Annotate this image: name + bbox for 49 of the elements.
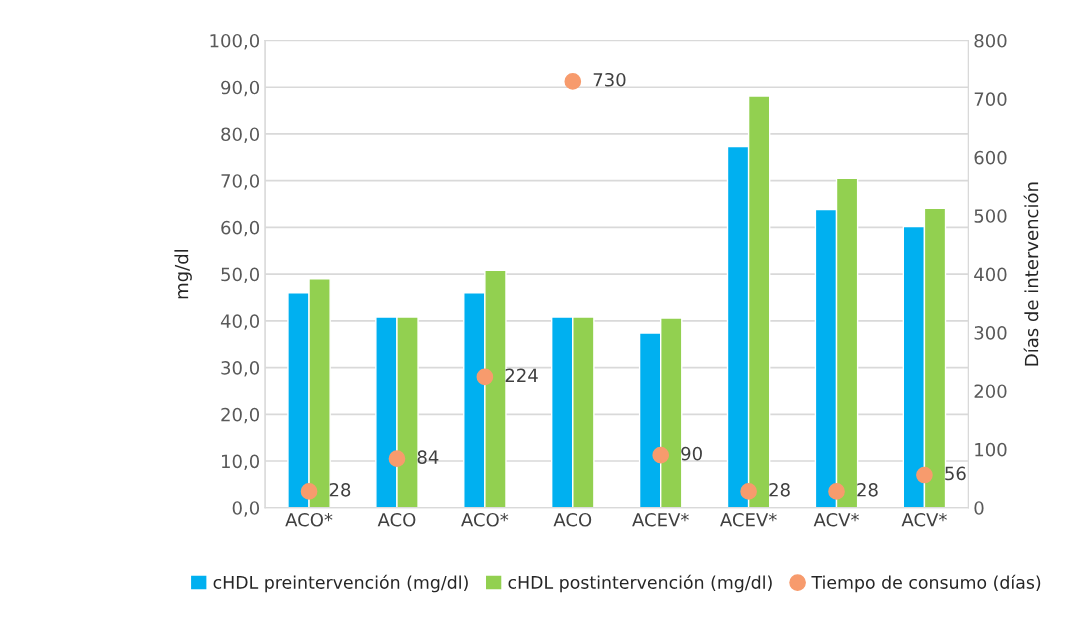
data-label: 28 [329, 482, 351, 497]
y2-tick-label: 800 [974, 33, 1007, 48]
point [828, 483, 845, 500]
y2-tick-label: 600 [974, 150, 1007, 165]
y2-tick-label: 200 [974, 384, 1007, 399]
y-tick-label: 10,0 [222, 454, 260, 470]
y-tick-label: 50,0 [221, 267, 260, 284]
y-tick-label: 80,0 [221, 127, 260, 143]
y-tick-label: 20,0 [221, 407, 260, 424]
x-tick-label: ACO* [285, 512, 333, 527]
point [652, 446, 670, 464]
data-label: 224 [505, 368, 538, 382]
y2-tick-label: 700 [974, 92, 1007, 107]
x-tick-label: ACO [377, 512, 416, 527]
y2-tick-label: 500 [974, 209, 1007, 223]
point [740, 483, 757, 500]
y-axis-title: mg/dl [174, 250, 192, 299]
y-tick-label: 60,0 [221, 220, 260, 237]
data-label: 28 [769, 482, 790, 497]
data-label: 730 [593, 72, 626, 87]
y-tick-label: 100,0 [210, 33, 260, 50]
y2-tick-label: 400 [974, 267, 1007, 282]
data-label: 84 [417, 450, 439, 464]
data-label: 90 [681, 446, 702, 461]
y2-tick-label: 300 [974, 325, 1007, 340]
x-tick-label: ACEV* [632, 512, 689, 527]
legend-label: cHDL preintervención (mg/dl) [213, 574, 468, 593]
point [300, 483, 318, 500]
x-tick-label: ACO* [461, 512, 509, 527]
point [388, 450, 406, 468]
y2-tick-label: 0 [974, 501, 984, 515]
x-tick-label: ACEV* [720, 512, 777, 527]
y2-axis-title: Días de intervención [1023, 182, 1039, 366]
legend-label: Tiempo de consumo (días) [811, 574, 1041, 593]
y-tick-label: 30,0 [221, 361, 260, 377]
x-tick-label: ACO [553, 512, 592, 527]
y-tick-label: 90,0 [221, 80, 260, 97]
x-tick-label: ACV* [901, 512, 947, 527]
point [476, 368, 494, 386]
y2-tick-label: 100 [975, 442, 1007, 457]
x-tick-label: ACV* [813, 512, 859, 527]
y-tick-label: 70,0 [221, 174, 260, 190]
legend-label: cHDL postintervención (mg/dl) [508, 574, 772, 593]
data-label: 56 [945, 466, 966, 481]
y-tick-label: 40,0 [220, 314, 260, 330]
point [916, 466, 933, 484]
y-tick-label: 0,0 [232, 501, 260, 517]
point [564, 73, 582, 90]
data-label: 28 [857, 482, 878, 497]
